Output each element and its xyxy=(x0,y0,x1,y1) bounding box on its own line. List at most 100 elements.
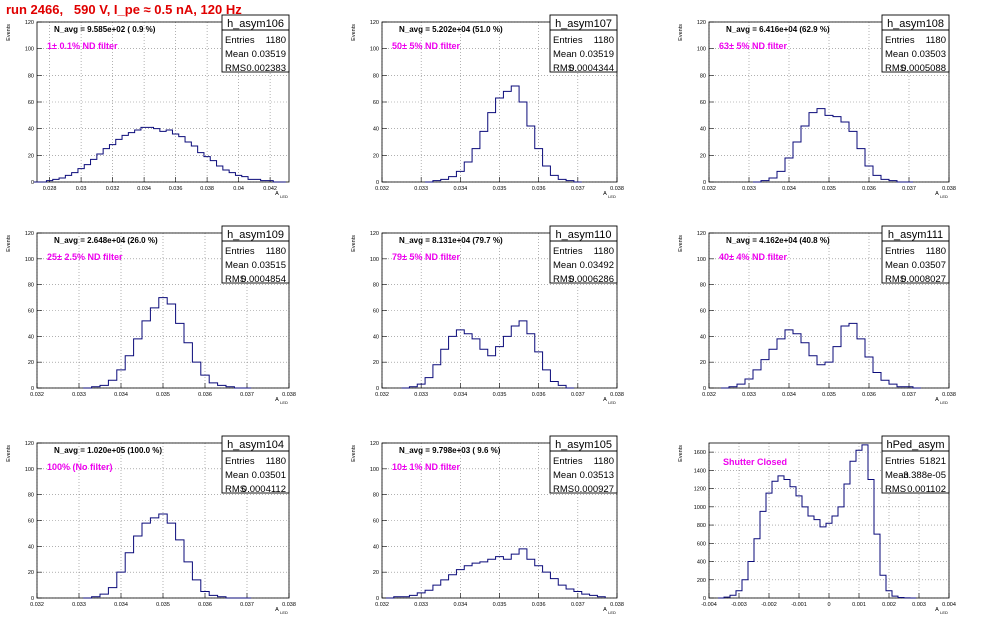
navg-label: N_avg = 9.585e+02 ( 0.9 %) xyxy=(54,25,156,34)
x-axis-title: A xyxy=(603,397,607,403)
x-tick-label: 0.034 xyxy=(114,602,128,608)
stats-value: 1180 xyxy=(926,35,946,46)
stats-value: 0.0004344 xyxy=(569,63,614,74)
histogram-panel-h_asym108: 0.032 0.033 0.034 0.035 0.036 0.037 0.038 0 20 40… xyxy=(678,14,956,199)
x-tick-label: 0.037 xyxy=(571,186,585,192)
histogram-line xyxy=(401,320,574,389)
stats-label: Entries xyxy=(885,456,915,467)
y-tick-label: 100 xyxy=(697,47,706,53)
y-tick-label: 0 xyxy=(31,180,34,186)
filter-label: 1± 0.1% ND filter xyxy=(47,41,118,51)
y-tick-label: 40 xyxy=(373,544,379,550)
x-tick-label: 0.032 xyxy=(30,392,44,398)
y-tick-label: 120 xyxy=(370,231,379,237)
y-tick-label: 80 xyxy=(700,283,706,289)
stats-value: 1180 xyxy=(266,35,286,46)
x-tick-label: -0.001 xyxy=(791,602,807,608)
y-tick-label: 20 xyxy=(28,360,34,366)
filter-label: 100% (No filter) xyxy=(47,462,113,472)
y-tick-label: 400 xyxy=(697,560,706,566)
y-tick-label: 80 xyxy=(373,283,379,289)
stats-value: 1180 xyxy=(594,456,614,467)
stats-label: Entries xyxy=(225,246,255,257)
stats-value: 1180 xyxy=(266,246,286,257)
filter-label: 50± 5% ND filter xyxy=(392,41,460,51)
x-axis-subscript: LED xyxy=(280,400,288,405)
stats-value: 0.03492 xyxy=(580,260,614,271)
x-tick-label: 0.035 xyxy=(493,392,507,398)
x-tick-label: 0.034 xyxy=(453,392,467,398)
y-tick-label: 200 xyxy=(697,578,706,584)
navg-label: N_avg = 9.798e+03 ( 9.6 %) xyxy=(399,446,501,455)
x-tick-label: 0.037 xyxy=(240,392,254,398)
y-tick-label: 60 xyxy=(700,309,706,315)
y-tick-label: 0 xyxy=(703,596,706,602)
y-tick-label: 80 xyxy=(700,73,706,79)
y-axis-title: Events xyxy=(351,445,357,462)
stats-label: Entries xyxy=(885,246,915,257)
x-tick-label: 0.003 xyxy=(912,602,926,608)
y-tick-label: 40 xyxy=(28,334,34,340)
y-tick-label: 120 xyxy=(370,20,379,26)
y-axis-title: Events xyxy=(351,235,357,252)
x-tick-label: 0.001 xyxy=(852,602,866,608)
x-tick-label: 0.038 xyxy=(610,186,624,192)
stats-label: RMS xyxy=(885,63,906,74)
stats-value: 0.000927 xyxy=(574,484,614,495)
stats-label: RMS xyxy=(225,484,246,495)
histogram-line xyxy=(721,322,921,389)
x-axis-subscript: LED xyxy=(940,194,948,199)
stats-box-title: h_asym107 xyxy=(555,18,612,30)
histogram-line xyxy=(718,444,916,599)
y-axis-title: Events xyxy=(351,24,357,41)
stats-box xyxy=(221,14,290,73)
y-axis-title: Events xyxy=(678,445,684,462)
run-title: run 2466, 590 V, I_pe ≈ 0.5 nA, 120 Hz xyxy=(6,2,242,17)
x-tick-label: 0.033 xyxy=(72,392,86,398)
x-tick-label: 0.035 xyxy=(493,186,507,192)
stats-label: RMS xyxy=(885,484,906,495)
stats-label: Mean xyxy=(225,470,249,481)
stats-value: 0.03513 xyxy=(580,470,614,481)
y-tick-label: 20 xyxy=(373,570,379,576)
y-axis-title: Events xyxy=(678,24,684,41)
histogram-panel-h_asym110: 0.032 0.033 0.034 0.035 0.036 0.037 0.038 0 20 40… xyxy=(351,225,624,405)
stats-box-title: h_asym111 xyxy=(888,229,943,241)
y-tick-label: 120 xyxy=(25,231,34,237)
stats-label: Mean xyxy=(885,260,909,271)
y-tick-label: 120 xyxy=(25,441,34,447)
x-tick-label: 0 xyxy=(827,602,830,608)
y-axis-title: Events xyxy=(678,235,684,252)
x-tick-label: 0.032 xyxy=(702,186,716,192)
x-tick-label: 0.002 xyxy=(882,602,896,608)
y-tick-label: 100 xyxy=(370,467,379,473)
y-tick-label: 20 xyxy=(373,153,379,159)
x-axis-title: A xyxy=(935,397,939,403)
x-tick-label: 0.004 xyxy=(942,602,956,608)
x-tick-label: 0.035 xyxy=(822,186,836,192)
x-axis-title: A xyxy=(275,397,279,403)
y-tick-label: 120 xyxy=(697,20,706,26)
filter-label: 40± 4% ND filter xyxy=(719,252,787,262)
y-tick-label: 80 xyxy=(28,493,34,499)
x-tick-label: 0.033 xyxy=(414,392,428,398)
y-tick-label: 1200 xyxy=(694,487,706,493)
x-tick-label: 0.037 xyxy=(902,392,916,398)
x-tick-label: 0.037 xyxy=(902,186,916,192)
y-tick-label: 60 xyxy=(373,309,379,315)
x-tick-label: 0.042 xyxy=(263,186,277,192)
navg-label: N_avg = 2.648e+04 (26.0 %) xyxy=(54,236,158,245)
stats-value: 0.0004854 xyxy=(241,274,286,285)
stats-value: 1180 xyxy=(926,246,946,257)
x-tick-label: 0.032 xyxy=(375,392,389,398)
x-tick-label: 0.038 xyxy=(942,392,956,398)
histogram-panel-h_asym105: 0.032 0.033 0.034 0.035 0.036 0.037 0.038 0 20 40… xyxy=(351,435,624,615)
y-tick-label: 80 xyxy=(28,283,34,289)
stats-label: Mean xyxy=(553,470,577,481)
stats-box xyxy=(549,225,618,284)
x-tick-label: 0.034 xyxy=(453,186,467,192)
x-tick-label: 0.032 xyxy=(375,602,389,608)
stats-value: 1180 xyxy=(594,246,614,257)
x-axis-subscript: LED xyxy=(280,194,288,199)
filter-label: 25± 2.5% ND filter xyxy=(47,252,123,262)
